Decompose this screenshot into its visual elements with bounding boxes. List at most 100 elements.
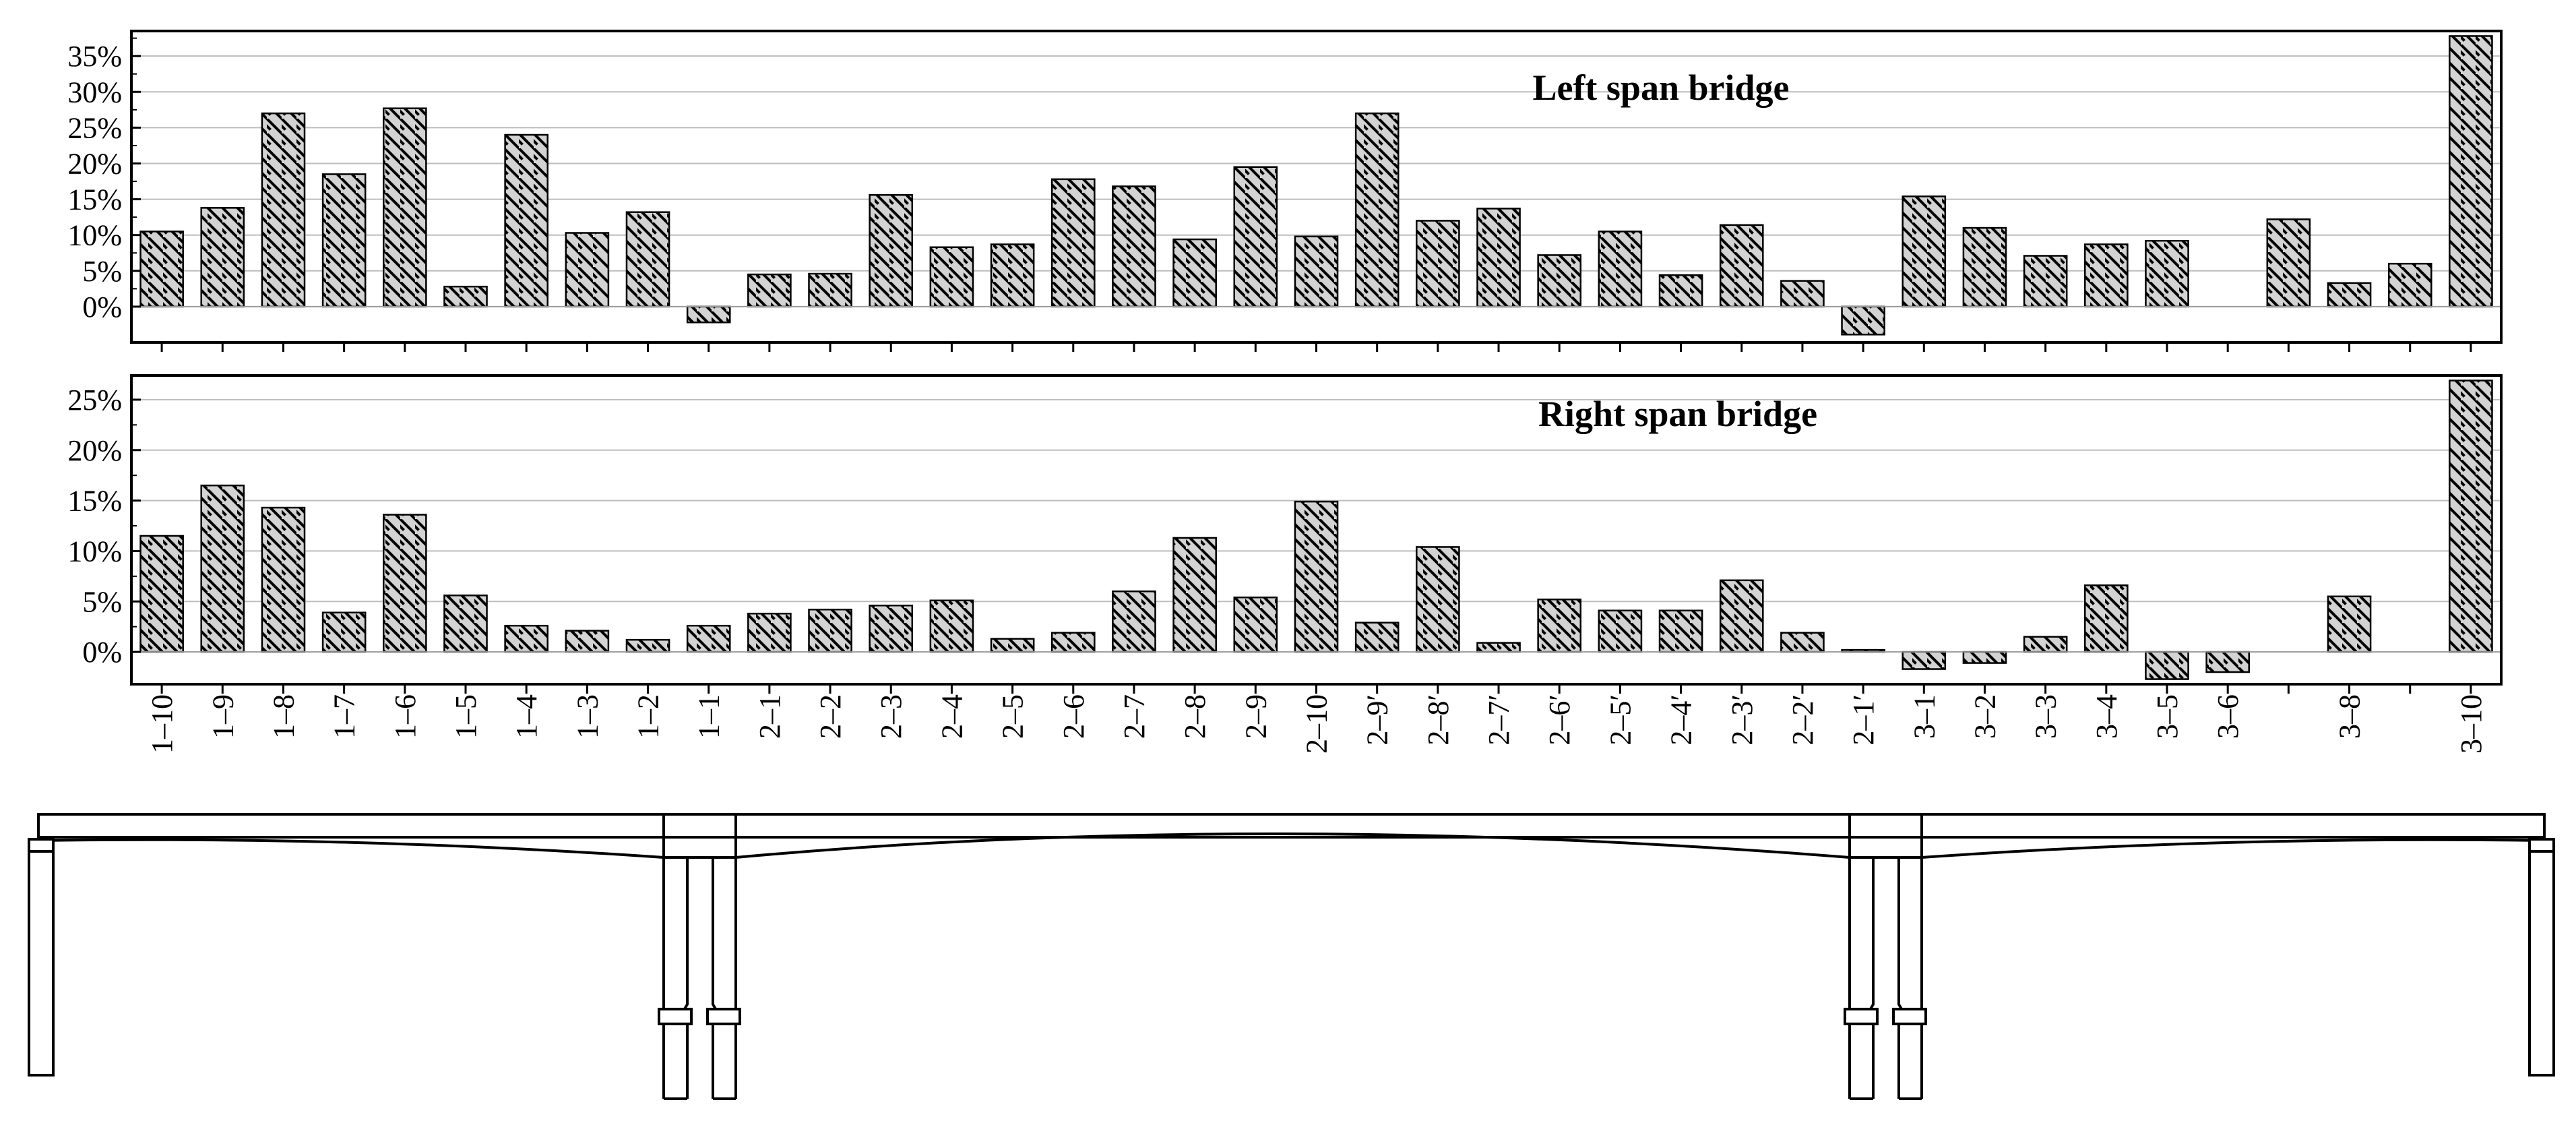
bar-3–2 [1962, 650, 2007, 664]
x-tick-label: 3–2 [1968, 694, 2001, 739]
bar-2–5′ [1598, 609, 1643, 653]
bar-2–3 [869, 193, 914, 308]
bar-2–6 [1050, 178, 1096, 308]
bar-2–4 [929, 599, 974, 653]
right-span-y-axis: 0% 5% 10% 15% 20% 25% [67, 384, 141, 669]
left-span-panel: 0%5%10%15%20%25%30%35% Left span bridge [67, 30, 2503, 352]
bar-3–3 [2023, 255, 2068, 308]
left-span-bars [139, 35, 2493, 336]
x-tick-label: 2–5′ [1604, 694, 1637, 746]
bar-1–1 [686, 624, 731, 653]
bar-2–5′ [1598, 231, 1643, 308]
x-tick-label: 2–4 [935, 694, 968, 739]
x-tick-label: 3–3 [2030, 694, 2063, 739]
bar-2–4 [929, 246, 974, 308]
right-pier [1844, 814, 1927, 1100]
y-tick-label: 15% [67, 183, 122, 216]
x-tick-label: 1–7 [328, 694, 361, 739]
bar-2–5 [990, 638, 1035, 653]
bar-1–3 [565, 232, 610, 308]
y-tick-label: 0% [82, 636, 122, 669]
bar-3–6 [2205, 650, 2251, 673]
x-tick-label: 3–10 [2455, 694, 2488, 754]
bar-3–10 [2449, 35, 2493, 308]
x-tick-label: 2–7 [1118, 694, 1151, 739]
bar-1–9 [200, 484, 245, 653]
bar-2–1′ [1841, 305, 1885, 336]
x-tick-label: 2–7′ [1482, 694, 1515, 746]
bar-2–2 [808, 272, 852, 308]
bar-2–3 [869, 605, 914, 653]
bar-2–9 [1233, 597, 1278, 653]
bar-1–7 [321, 173, 367, 308]
bar-3–8 [2327, 595, 2372, 653]
bar-3–7 [2266, 218, 2311, 308]
bar-3–1 [1902, 650, 1947, 670]
bar-2–3′ [1719, 579, 1764, 653]
bar-2–8 [1172, 238, 1217, 308]
bar-3–9 [2387, 262, 2432, 308]
bar-3–2 [1962, 226, 2007, 308]
y-tick-label: 5% [82, 585, 122, 618]
y-tick-label: 15% [67, 485, 122, 518]
bar-2–3′ [1719, 224, 1764, 308]
x-tick-label: 2–6′ [1543, 694, 1576, 746]
bar-1–7 [321, 611, 367, 653]
bar-3–5 [2145, 239, 2189, 308]
x-tick-label: 2–1′ [1847, 694, 1880, 746]
x-tick-label: 1–5 [449, 694, 482, 739]
x-tick-label: 1–6 [389, 694, 422, 739]
bar-1–6 [382, 514, 427, 653]
bar-2–7′ [1476, 208, 1521, 308]
measurement-point-labels: 1–10 1–9 1–8 1–7 1–6 1–5 1–4 1–3 1–2 1–1 2–1 2–2 2–3… [146, 694, 2488, 754]
right-span-x-ticks [160, 684, 2472, 694]
y-tick-label: 25% [67, 111, 122, 144]
bar-2–10 [1294, 235, 1339, 308]
bar-2–2 [808, 608, 852, 653]
girder-soffit [37, 832, 2546, 859]
left-span-title: Left span bridge [1532, 67, 1789, 108]
bar-3–1 [1902, 195, 1947, 308]
bar-3–4 [2084, 584, 2129, 653]
right-span-title: Right span bridge [1538, 394, 1817, 434]
bar-3–8 [2327, 282, 2372, 308]
bar-1–5 [443, 595, 488, 653]
y-tick-label: 0% [82, 291, 122, 324]
bar-2–8′ [1416, 546, 1460, 653]
y-tick-label: 30% [67, 75, 122, 109]
x-tick-label: 3–6 [2211, 694, 2244, 739]
y-tick-label: 20% [67, 434, 122, 467]
bar-1–8 [261, 506, 306, 653]
x-tick-label: 1–4 [510, 694, 543, 739]
bar-2–4′ [1658, 274, 1703, 308]
y-tick-label: 25% [67, 384, 122, 417]
bar-3–3 [2023, 636, 2068, 653]
bar-2–1 [747, 612, 792, 653]
bar-2–6′ [1537, 599, 1582, 653]
bar-2–1 [747, 273, 792, 308]
bar-2–9′ [1354, 622, 1400, 653]
bar-1–9 [200, 207, 245, 308]
bar-2–2′ [1780, 280, 1825, 308]
bar-2–7′ [1476, 642, 1521, 653]
bar-2–8′ [1416, 220, 1460, 308]
x-tick-label: 2–10 [1300, 694, 1333, 754]
left-span-y-axis: 0%5%10%15%20%25%30%35% [67, 37, 141, 324]
x-tick-label: 3–1 [1908, 694, 1941, 739]
y-tick-label: 5% [82, 255, 122, 288]
y-tick-label: 35% [67, 40, 122, 73]
bar-1–2 [625, 638, 670, 653]
right-abutment [2528, 838, 2555, 1077]
x-tick-label: 2–3 [875, 694, 908, 739]
bar-1–3 [565, 630, 610, 653]
bar-1–4 [504, 624, 548, 653]
bar-2–8 [1172, 537, 1217, 653]
x-tick-label: 2–3′ [1726, 694, 1759, 746]
left-pier [658, 814, 741, 1100]
y-tick-label: 20% [67, 147, 122, 180]
x-tick-label: 2–9′ [1361, 694, 1394, 746]
bar-3–4 [2084, 243, 2129, 308]
bar-2–6′ [1537, 254, 1582, 308]
x-tick-label: 2–1 [753, 694, 786, 739]
